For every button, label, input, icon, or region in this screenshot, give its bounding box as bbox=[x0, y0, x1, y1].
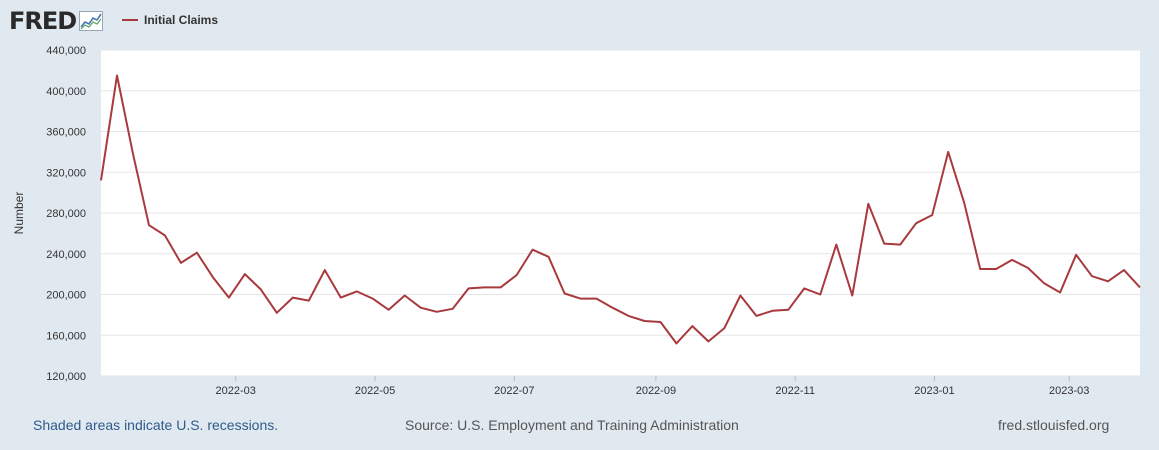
line-chart: 120,000 160,000 200,000 240,000 280,000 320,0… bbox=[12, 45, 1141, 397]
chart-legend[interactable]: Initial Claims bbox=[122, 12, 218, 28]
x-tick-label: 2022-03 bbox=[216, 385, 256, 397]
x-tick-label: 2022-07 bbox=[494, 385, 534, 397]
source-note: Source: U.S. Employment and Training Adm… bbox=[405, 417, 739, 433]
y-axis-label: Number bbox=[12, 192, 26, 235]
gridlines bbox=[101, 49, 1140, 377]
y-tick-label: 120,000 bbox=[46, 371, 86, 383]
graph-icon bbox=[79, 11, 104, 31]
y-tick-label: 200,000 bbox=[46, 290, 86, 302]
recession-note: Shaded areas indicate U.S. recessions. bbox=[33, 417, 279, 433]
x-tick-label: 2022-09 bbox=[636, 385, 676, 397]
x-tick-label: 2023-03 bbox=[1049, 385, 1089, 397]
x-axis: 2022-03 2022-05 2022-07 2022-09 2022-11 2023-… bbox=[216, 376, 1089, 397]
chart-header: FRED Initial Claims bbox=[0, 0, 1159, 44]
series-line-initial-claims[interactable] bbox=[100, 74, 1141, 345]
fred-logo[interactable]: FRED bbox=[9, 7, 104, 35]
x-tick-label: 2022-05 bbox=[355, 385, 395, 397]
chart-footer: Shaded areas indicate U.S. recessions. S… bbox=[0, 412, 1159, 440]
y-axis: 120,000 160,000 200,000 240,000 280,000 320,0… bbox=[46, 45, 86, 383]
y-tick-label: 400,000 bbox=[46, 86, 86, 98]
y-tick-label: 240,000 bbox=[46, 249, 86, 261]
y-tick-label: 160,000 bbox=[46, 330, 86, 342]
fred-logo-text: FRED bbox=[9, 7, 77, 35]
y-tick-label: 440,000 bbox=[46, 45, 86, 57]
y-tick-label: 360,000 bbox=[46, 127, 86, 139]
y-tick-label: 280,000 bbox=[46, 208, 86, 220]
fred-url-link[interactable]: fred.stlouisfed.org bbox=[998, 417, 1110, 433]
legend-label: Initial Claims bbox=[144, 13, 219, 27]
y-tick-label: 320,000 bbox=[46, 167, 86, 179]
x-tick-label: 2022-11 bbox=[775, 385, 815, 397]
legend-swatch bbox=[122, 19, 138, 21]
x-tick-label: 2023-01 bbox=[914, 385, 954, 397]
